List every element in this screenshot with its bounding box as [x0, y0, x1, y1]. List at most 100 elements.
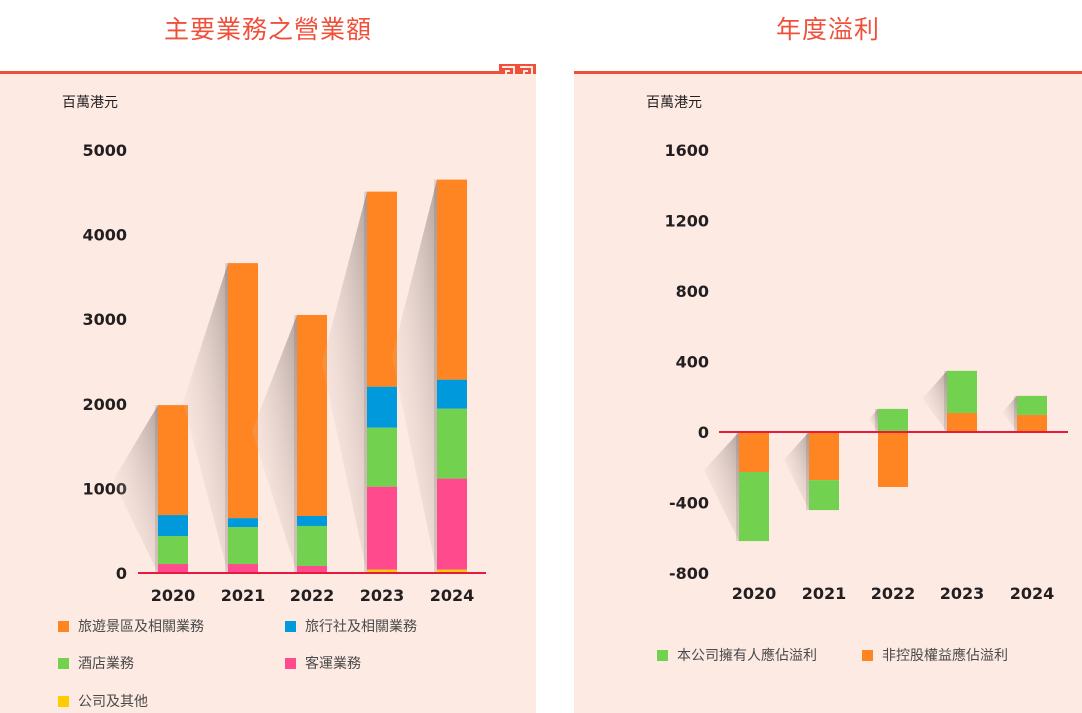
- y-tick-label: 0: [698, 423, 709, 442]
- bar-edge-shadow: [1014, 395, 1017, 432]
- profit-chart-area: [574, 74, 1082, 713]
- revenue-chart-title: 主要業務之營業額: [163, 15, 372, 44]
- x-tick-label: 2022: [871, 584, 916, 603]
- y-tick-label: -800: [669, 564, 709, 583]
- bar-segment: [228, 527, 258, 565]
- bar-segment: [367, 569, 397, 573]
- bar-segment: [437, 408, 467, 479]
- legend-item: 酒店業務: [58, 653, 134, 673]
- legend-item: 非控股權益應佔溢利: [862, 645, 1008, 665]
- bar-edge-shadow: [434, 179, 437, 574]
- bar-segment: [228, 518, 258, 528]
- bar-segment: [367, 386, 397, 428]
- bar-segment: [367, 486, 397, 570]
- bar-shadow: [392, 179, 437, 574]
- bar-shadow: [922, 370, 947, 432]
- bar-shadow: [322, 191, 367, 573]
- bar-segment: [1017, 414, 1047, 432]
- bar-segment: [739, 472, 769, 542]
- title-divider: [0, 71, 500, 74]
- bar-segment: [437, 379, 467, 409]
- bar-segment: [437, 478, 467, 570]
- legend-label: 酒店業務: [78, 656, 134, 672]
- x-tick-label: 2024: [430, 586, 475, 605]
- bar-edge-shadow: [944, 370, 947, 432]
- y-tick-label: 0: [116, 564, 127, 583]
- legend-swatch: [657, 649, 668, 661]
- revenue-unit-label: 百萬港元: [62, 95, 118, 111]
- bar-segment: [297, 525, 327, 566]
- x-tick-label: 2024: [1010, 584, 1055, 603]
- bar-segment: [878, 432, 908, 487]
- bar-segment: [297, 314, 327, 516]
- y-tick-label: 3000: [82, 310, 127, 329]
- bar-shadow: [1002, 395, 1017, 432]
- legend-swatch: [285, 620, 296, 632]
- bar-segment: [809, 432, 839, 481]
- legend-label: 非控股權益應佔溢利: [882, 648, 1008, 664]
- bar-shadow: [113, 405, 158, 573]
- revenue-panel: 主要業務之營業額 百萬港元 0 1000 2000 3000 4000 5000 2020 2…: [0, 0, 536, 713]
- bar-segment: [809, 480, 839, 511]
- y-tick-label: 800: [676, 282, 709, 301]
- bar-segment: [437, 569, 467, 573]
- legend-item: 旅行社及相關業務: [285, 616, 417, 636]
- x-tick-label: 2023: [940, 584, 985, 603]
- legend-label: 客運業務: [305, 656, 361, 672]
- bar-edge-shadow: [806, 432, 809, 511]
- bar-segment: [947, 412, 977, 432]
- legend-swatch: [58, 657, 69, 669]
- profit-stacked-bar-chart: -800 -400 0 400 800 1200 1600 2020 2021 2022 2023 2…: [664, 141, 1068, 603]
- legend-swatch: [285, 657, 296, 669]
- legend-swatch: [58, 695, 69, 707]
- bar-edge-shadow: [225, 263, 228, 573]
- bar-segment: [367, 427, 397, 487]
- bar-edge-shadow: [294, 314, 297, 573]
- bar-shadow: [704, 432, 739, 542]
- x-tick-label: 2021: [802, 584, 847, 603]
- y-tick-label: -400: [669, 494, 709, 513]
- bar-shadow: [252, 314, 297, 573]
- bar-segment: [878, 408, 908, 432]
- legend-item: 本公司擁有人應佔溢利: [657, 645, 817, 665]
- legend-label: 本公司擁有人應佔溢利: [677, 648, 817, 664]
- bar-segment: [158, 515, 188, 537]
- bar-edge-shadow: [875, 408, 878, 432]
- bar-edge-shadow: [736, 432, 739, 542]
- legend-swatch: [58, 620, 69, 632]
- bar-edge-shadow: [364, 191, 367, 573]
- bar-edge-shadow: [155, 405, 158, 573]
- profit-unit-label: 百萬港元: [646, 95, 702, 111]
- bar-segment: [228, 263, 258, 519]
- legend-swatch: [862, 649, 873, 661]
- bar-segment: [947, 370, 977, 413]
- bar-shadow: [183, 263, 228, 573]
- bar-segment: [739, 432, 769, 473]
- bar-segment: [437, 179, 467, 380]
- x-tick-label: 2020: [732, 584, 777, 603]
- bar-segment: [158, 536, 188, 565]
- title-divider: [574, 71, 1082, 74]
- y-tick-label: 5000: [82, 141, 127, 160]
- legend-item: 客運業務: [285, 653, 361, 673]
- x-tick-label: 2020: [151, 586, 196, 605]
- legend-item: 旅遊景區及相關業務: [58, 616, 204, 636]
- x-tick-label: 2023: [360, 586, 405, 605]
- legend-item: 公司及其他: [58, 691, 148, 711]
- y-tick-label: 1600: [664, 141, 709, 160]
- y-tick-label: 2000: [82, 395, 127, 414]
- bar-segment: [158, 564, 188, 573]
- bar-segment: [158, 405, 188, 516]
- y-tick-label: 400: [676, 353, 709, 372]
- x-tick-label: 2022: [290, 586, 335, 605]
- legend-label: 公司及其他: [78, 694, 148, 710]
- bar-segment: [297, 565, 327, 573]
- bar-segment: [228, 564, 258, 573]
- bar-segment: [1017, 395, 1047, 415]
- profit-chart-title: 年度溢利: [775, 15, 880, 44]
- legend-label: 旅行社及相關業務: [305, 619, 417, 635]
- bar-segment: [367, 191, 397, 387]
- bar-shadow: [784, 432, 809, 511]
- y-tick-label: 1200: [664, 212, 709, 231]
